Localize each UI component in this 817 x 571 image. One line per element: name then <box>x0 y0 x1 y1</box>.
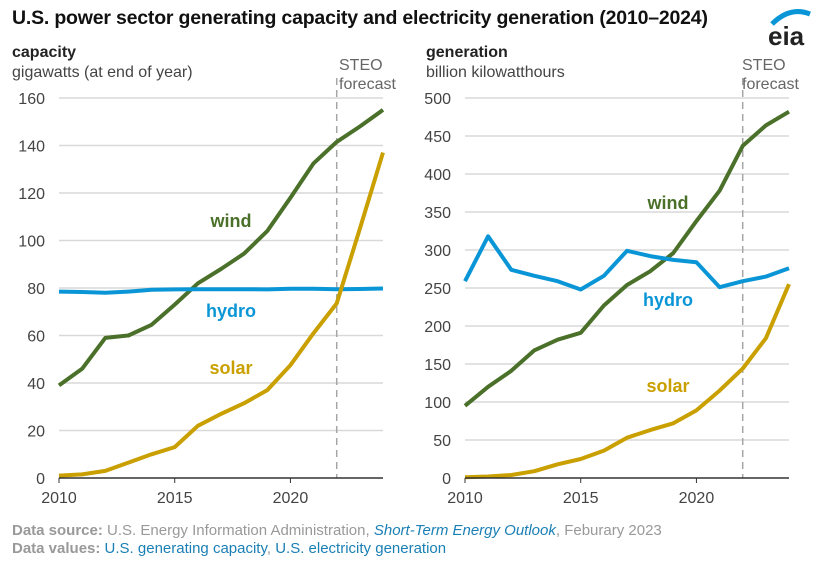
right-series-label-hydro: hydro <box>643 290 693 310</box>
right-x-tick-label: 2020 <box>679 490 715 507</box>
left-y-tick-label: 120 <box>18 186 45 203</box>
right-forecast-label-line2: forecast <box>742 76 799 93</box>
left-y-tick-label: 60 <box>27 329 45 346</box>
right-y-tick-label: 100 <box>424 395 451 412</box>
right-x-tick-label: 2010 <box>447 490 483 507</box>
right-y-tick-label: 0 <box>442 471 451 488</box>
left-y-tick-label: 160 <box>18 91 45 108</box>
left-series-label-hydro: hydro <box>206 301 256 321</box>
left-y-tick-label: 140 <box>18 139 45 156</box>
source-date: , Feburary 2023 <box>555 522 662 539</box>
footer-values-line: Data values: U.S. generating capacity, U… <box>12 540 662 558</box>
right-y-tick-label: 400 <box>424 167 451 184</box>
capacity-data-link[interactable]: U.S. generating capacity <box>104 540 267 557</box>
right-y-tick-label: 50 <box>433 433 451 450</box>
figure-title: U.S. power sector generating capacity an… <box>12 7 708 29</box>
right-y-tick-label: 500 <box>424 91 451 108</box>
left-forecast-label-line2: forecast <box>339 76 396 93</box>
right-series-solar <box>464 283 791 480</box>
right-forecast-label-line1: STEO <box>742 57 786 74</box>
right-x-tick-label: 2015 <box>563 490 599 507</box>
right-panel-title: generation <box>426 44 508 61</box>
right-series-label-wind: wind <box>647 193 689 213</box>
right-series-wind <box>463 109 791 408</box>
right-forecast-label: STEO forecast <box>742 56 799 94</box>
source-text: U.S. Energy Information Administration, <box>107 522 370 539</box>
values-sep: , <box>266 540 272 557</box>
footer: Data source: U.S. Energy Information Adm… <box>12 522 662 558</box>
left-x-tick-label: 2010 <box>41 490 77 507</box>
left-series-label-wind: wind <box>210 211 252 231</box>
left-series-solar <box>58 152 385 478</box>
right-series-label-solar: solar <box>646 376 689 396</box>
left-series-label-solar: solar <box>209 358 252 378</box>
left-series-hydro <box>58 286 384 295</box>
right-y-tick-label: 450 <box>424 129 451 146</box>
eia-logo-text: eia <box>768 21 805 48</box>
right-y-tick-label: 150 <box>424 357 451 374</box>
left-x-tick-label: 2020 <box>273 490 309 507</box>
right-y-tick-label: 300 <box>424 243 451 260</box>
left-y-tick-label: 80 <box>27 281 45 298</box>
left-y-tick-label: 40 <box>27 376 45 393</box>
source-label: Data source: <box>12 522 103 539</box>
right-y-tick-label: 250 <box>424 281 451 298</box>
left-panel-unit: gigawatts (at end of year) <box>12 64 193 81</box>
right-series-hydro <box>463 234 790 292</box>
left-panel-title: capacity <box>12 44 77 61</box>
generation-data-link[interactable]: U.S. electricity generation <box>275 540 447 557</box>
footer-source-line: Data source: U.S. Energy Information Adm… <box>12 522 662 540</box>
left-series-wind <box>57 108 385 388</box>
left-x-tick-label: 2015 <box>157 490 193 507</box>
left-y-tick-label: 0 <box>36 471 45 488</box>
right-y-tick-label: 200 <box>424 319 451 336</box>
left-forecast-label: STEO forecast <box>339 56 396 94</box>
values-label: Data values: <box>12 540 101 557</box>
steo-link[interactable]: Short-Term Energy Outlook <box>373 522 556 539</box>
left-y-tick-label: 100 <box>18 234 45 251</box>
left-y-tick-label: 20 <box>27 424 45 441</box>
eia-logo: eia <box>768 9 811 48</box>
right-panel-unit: billion kilowatthours <box>426 64 565 81</box>
left-forecast-label-line1: STEO <box>339 57 383 74</box>
right-y-tick-label: 350 <box>424 205 451 222</box>
